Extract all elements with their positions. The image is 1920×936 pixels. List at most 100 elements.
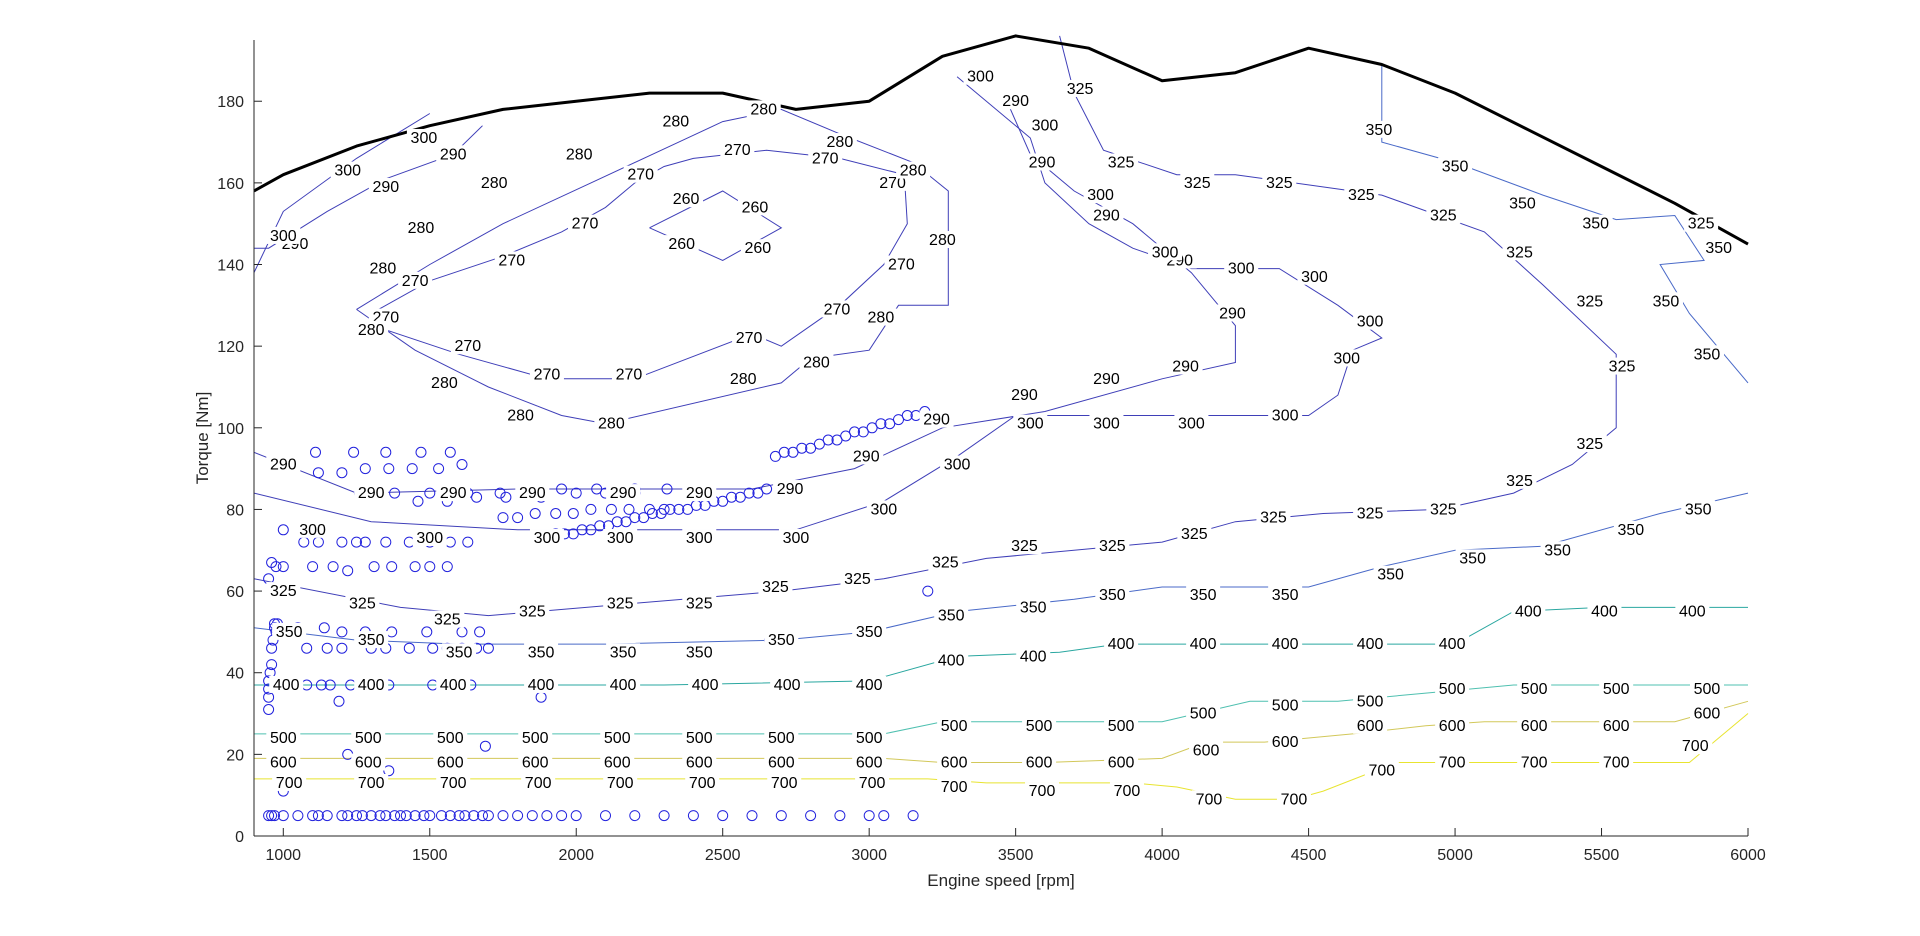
contour-label-bg [682, 529, 717, 547]
contour-label: 350 [768, 632, 795, 649]
contour-label: 400 [440, 677, 467, 694]
contour-label: 500 [1108, 718, 1135, 735]
contour-label: 270 [724, 142, 751, 159]
contour-label-bg [773, 480, 808, 498]
contour-label: 350 [1617, 522, 1644, 539]
contour-label-bg [1022, 716, 1057, 734]
contour-label-bg [272, 622, 307, 640]
contour-label: 600 [1026, 755, 1053, 772]
contour-label: 280 [750, 101, 777, 118]
contour-label-bg [1426, 500, 1461, 518]
contour-label: 500 [1357, 693, 1384, 710]
contour-label: 290 [686, 485, 713, 502]
contour-label: 350 [1366, 122, 1393, 139]
contour-label: 400 [358, 677, 385, 694]
operating-point-marker [840, 430, 852, 442]
contour-label: 325 [1108, 154, 1135, 171]
contour-label-bg [1297, 267, 1332, 285]
contour-label-bg [758, 577, 793, 595]
contour-label: 325 [1266, 175, 1293, 192]
contour-label-bg [1675, 602, 1710, 620]
operating-point-marker [500, 491, 512, 503]
contour-label: 290 [1172, 359, 1199, 376]
operating-point-marker [336, 467, 348, 479]
operating-point-marker [321, 642, 333, 654]
operating-point-marker [556, 483, 568, 495]
contour-label: 300 [1272, 408, 1299, 425]
contour-label-bg [1104, 753, 1139, 771]
operating-point-marker [726, 491, 737, 503]
contour-label-bg [840, 569, 875, 587]
contour-label: 700 [941, 779, 968, 796]
contour-label-bg [1089, 206, 1124, 224]
contour-label: 600 [1439, 718, 1466, 735]
contour-label: 350 [610, 644, 637, 661]
contour-label: 350 [1020, 599, 1047, 616]
contour-label: 500 [270, 730, 297, 747]
contour-label-bg [1599, 753, 1634, 771]
contour-label: 500 [604, 730, 631, 747]
contour-label-bg [345, 594, 380, 612]
contour-label-bg [1511, 602, 1546, 620]
operating-point-marker [570, 810, 582, 822]
contour-label: 350 [1544, 542, 1571, 559]
contour-label: 400 [1439, 636, 1466, 653]
contour-label: 300 [1357, 314, 1384, 331]
contour-label-bg [1502, 471, 1537, 489]
contour-label-bg [919, 410, 954, 428]
contour-label-bg [1648, 292, 1683, 310]
contour-label-bg [998, 92, 1033, 110]
contour-label: 700 [1682, 738, 1709, 755]
contour-label-bg [819, 300, 854, 318]
operating-point-marker [421, 626, 433, 638]
contour-label: 280 [507, 408, 534, 425]
contour-label-bg [937, 778, 972, 796]
contour-label: 290 [1011, 387, 1038, 404]
contour-label: 400 [1272, 636, 1299, 653]
contour-label: 300 [1301, 269, 1328, 286]
contour-label: 350 [528, 644, 555, 661]
operating-point-marker [307, 561, 319, 573]
contour-label-bg [1681, 500, 1716, 518]
contour-label: 325 [1260, 510, 1287, 527]
operating-point-marker [752, 487, 764, 499]
contour-label: 325 [1576, 293, 1603, 310]
contour-label-bg [682, 643, 717, 661]
contour-label-bg [1189, 741, 1224, 759]
contour-label-bg [351, 753, 386, 771]
contour-label-bg [1007, 537, 1042, 555]
operating-point-marker [471, 491, 483, 503]
contour-label-bg [1689, 680, 1724, 698]
contour-label: 270 [572, 216, 599, 233]
contour-label: 700 [1029, 783, 1056, 800]
contour-label: 325 [1181, 526, 1208, 543]
contour-label-bg [406, 128, 441, 146]
contour-label-bg [685, 773, 720, 791]
contour-line-280 [356, 108, 949, 425]
contour-label-bg [450, 337, 485, 355]
contour-label: 400 [273, 677, 300, 694]
contour-label-bg [737, 198, 772, 216]
operating-point-marker [342, 810, 354, 822]
contour-label: 300 [686, 530, 713, 547]
x-tick-label: 4500 [1291, 847, 1327, 864]
contour-label: 500 [355, 730, 382, 747]
contour-label-bg [1025, 153, 1060, 171]
contour-label-bg [1083, 186, 1118, 204]
contour-label: 350 [1685, 501, 1712, 518]
contour-label-bg [1587, 602, 1622, 620]
contour-label-bg [764, 631, 799, 649]
contour-label-bg [330, 161, 365, 179]
contour-label-bg [1063, 79, 1098, 97]
contour-label: 270 [824, 301, 851, 318]
contour-label-bg [436, 675, 471, 693]
contour-label-bg [354, 484, 389, 502]
contour-label: 600 [355, 755, 382, 772]
contour-label: 260 [745, 240, 772, 257]
contour-label: 325 [349, 595, 376, 612]
operating-point-marker [301, 642, 313, 654]
contour-label: 400 [1515, 603, 1542, 620]
operating-point-marker [746, 810, 758, 822]
operating-point-marker [389, 810, 401, 822]
